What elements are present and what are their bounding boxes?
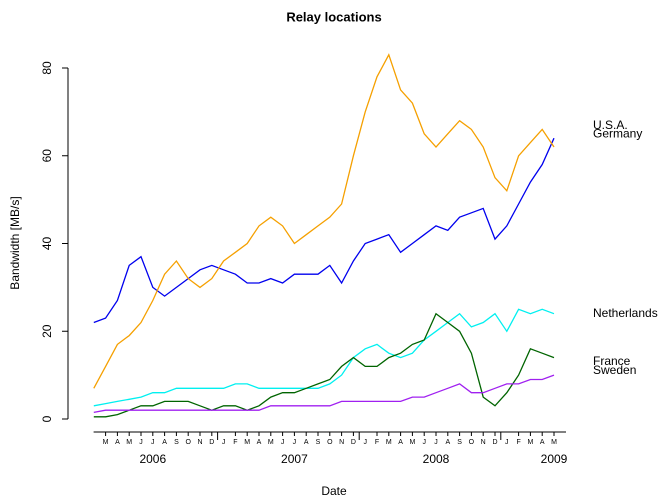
line — [93, 53, 555, 389]
x-tick-label: D — [492, 439, 497, 446]
x-tick-label: S — [174, 439, 179, 446]
x-tick-label: M — [386, 439, 392, 446]
y-tick-label: 20 — [40, 324, 54, 338]
x-tick-label: A — [115, 439, 120, 446]
x-tick-label: M — [551, 439, 557, 446]
x-tick-label: M — [244, 439, 250, 446]
series-label: Germany — [593, 126, 642, 140]
year-label: 2007 — [281, 452, 308, 466]
x-tick-label: A — [398, 439, 403, 446]
x-tick-label: O — [185, 439, 191, 446]
line — [93, 308, 555, 407]
x-axis-label: Date — [321, 484, 347, 498]
x-tick-label: S — [457, 439, 462, 446]
x-tick-label: N — [481, 439, 486, 446]
x-tick-label: J — [505, 439, 509, 446]
x-tick-label: N — [197, 439, 202, 446]
x-tick-label: J — [151, 439, 155, 446]
x-tick-label: J — [434, 439, 438, 446]
y-tick-label: 60 — [40, 149, 54, 163]
y-axis-label: Bandwidth [MB/s] — [8, 196, 22, 289]
line — [93, 312, 555, 418]
x-tick-label: D — [351, 439, 356, 446]
x-tick-label: O — [327, 439, 333, 446]
x-tick-label: J — [363, 439, 367, 446]
x-tick-label: F — [233, 439, 237, 446]
series-label: Sweden — [593, 363, 636, 377]
x-tick-label: O — [469, 439, 475, 446]
x-tick-label: A — [162, 439, 167, 446]
year-label: 2009 — [541, 452, 568, 466]
x-tick-label: F — [516, 439, 520, 446]
x-tick-label: A — [445, 439, 450, 446]
year-label: 2006 — [139, 452, 166, 466]
x-tick-label: M — [409, 439, 415, 446]
x-tick-label: A — [304, 439, 309, 446]
line — [93, 137, 555, 324]
x-tick-label: J — [293, 439, 297, 446]
x-tick-label: J — [139, 439, 143, 446]
x-tick-label: M — [103, 439, 109, 446]
x-tick-label: J — [281, 439, 285, 446]
x-tick-label: M — [268, 439, 274, 446]
x-tick-label: D — [209, 439, 214, 446]
x-tick-label: A — [540, 439, 545, 446]
x-tick-label: J — [422, 439, 426, 446]
year-label: 2008 — [423, 452, 450, 466]
y-tick-label: 0 — [40, 415, 54, 422]
y-tick-label: 80 — [40, 61, 54, 75]
x-tick-label: A — [257, 439, 262, 446]
x-tick-label: J — [222, 439, 226, 446]
series-label: U.S.A. — [593, 118, 628, 132]
line — [93, 374, 555, 414]
x-tick-label: F — [375, 439, 379, 446]
series-label: France — [593, 354, 631, 368]
x-tick-label: N — [339, 439, 344, 446]
x-tick-label: M — [126, 439, 132, 446]
x-tick-label: S — [316, 439, 321, 446]
y-tick-label: 40 — [40, 237, 54, 251]
x-tick-label: M — [527, 439, 533, 446]
series-label: Netherlands — [593, 306, 658, 320]
chart-title: Relay locations — [286, 9, 381, 24]
